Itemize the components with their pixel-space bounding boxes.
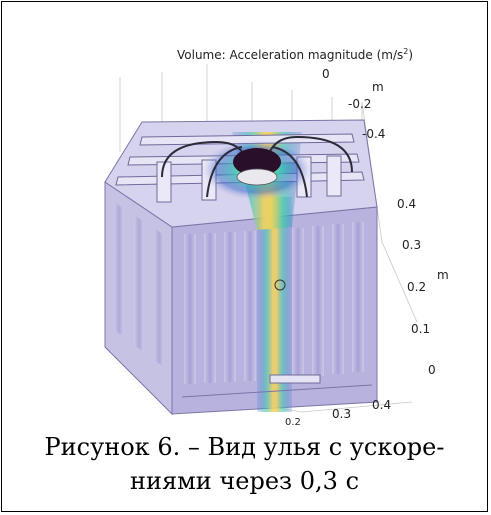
axis-bottom-tick: 0.4 — [372, 398, 392, 412]
simulation-figure: Volume: Acceleration magnitude (m/s2) 0 … — [2, 2, 487, 511]
axis-top-tick: 0 — [322, 67, 330, 81]
axis-right-unit: m — [437, 268, 449, 282]
axis-right-tick: 0.2 — [407, 280, 427, 294]
axis-right-tick: 0.4 — [397, 197, 417, 211]
axis-bottom-tick: 0.2 — [285, 417, 301, 428]
caption-line-2: ниями через 0,3 с — [129, 467, 360, 495]
axis-right-tick: 0 — [428, 363, 436, 377]
hive-frames — [184, 222, 364, 384]
hive-box — [104, 119, 378, 416]
axis-bottom-tick: 0.3 — [332, 407, 352, 421]
feeder-handles — [161, 135, 353, 198]
axis-right-tick: 0.1 — [411, 322, 431, 336]
sensor-point — [274, 279, 286, 291]
entrance-slot — [269, 374, 321, 384]
axis-top-unit: m — [372, 80, 384, 94]
feeder-disc — [233, 148, 281, 176]
hive-frames-left — [114, 202, 164, 367]
axis-top-tick: -0.2 — [348, 97, 372, 111]
figure-caption: Рисунок 6. – Вид улья с ускоре- ниями че… — [2, 430, 487, 498]
hive-3d-plot — [104, 64, 418, 416]
caption-line-1: Рисунок 6. – Вид улья с ускоре- — [44, 433, 445, 461]
plot-title: Volume: Acceleration magnitude (m/s2) — [177, 47, 414, 62]
axis-top-tick: -0.4 — [362, 127, 386, 141]
axis-right-tick: 0.3 — [402, 238, 422, 252]
